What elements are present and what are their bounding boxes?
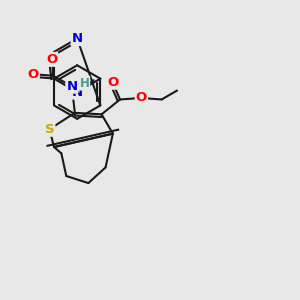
Text: O: O: [107, 76, 118, 89]
Text: N: N: [66, 80, 77, 93]
Text: H: H: [80, 76, 89, 90]
Text: O: O: [136, 92, 147, 104]
Text: O: O: [28, 68, 39, 81]
Text: N: N: [72, 32, 83, 45]
Text: O: O: [46, 53, 57, 66]
Text: S: S: [45, 123, 54, 136]
Text: N: N: [72, 85, 83, 98]
